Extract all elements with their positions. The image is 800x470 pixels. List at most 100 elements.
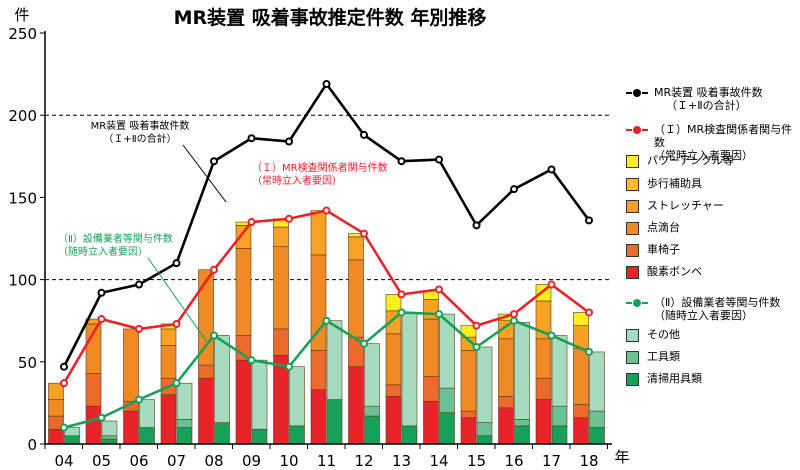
group2-bar-segment [401, 425, 418, 445]
group2-bar-segment [476, 422, 493, 437]
swatch-cleaning-tools [626, 373, 639, 386]
group1-bar-segment [535, 338, 552, 379]
legend-group1-label-2: （常時立入者要因） [654, 149, 753, 162]
group1-bar-segment [385, 333, 402, 386]
group1-bar-segment [160, 328, 177, 346]
group2-bar-segment [514, 419, 530, 427]
group2-point [285, 362, 293, 371]
legend-group2-line-icon [626, 296, 648, 310]
group1-point [585, 308, 593, 317]
legend-label-other: その他 [647, 328, 680, 341]
group2-point [97, 413, 106, 422]
group1-bar-segment [498, 407, 514, 445]
group1-point [135, 324, 143, 333]
group1-bar-segment [273, 246, 289, 330]
total-point [172, 259, 181, 268]
group2-bar-segment [251, 428, 268, 445]
group2-point [510, 316, 518, 325]
y-unit-label: 件 [14, 6, 29, 24]
group1-bar-segment [198, 377, 214, 445]
y-tick-label: 150 [8, 189, 37, 207]
group1-bar-segment [85, 373, 102, 407]
group2-point [60, 423, 68, 432]
legend-item-iv-stand: 点滴台 [626, 221, 680, 235]
group2-point [435, 310, 443, 319]
annotation-group1: （Ｉ）MR検査関係者関与件数 （常時立入者要因） [252, 161, 388, 187]
annotation-group2: （Ⅱ）設備業者等関与件数 （随時立入者要因） [58, 232, 208, 343]
annotation-group1-line2: （常時立入者要因） [252, 174, 342, 187]
x-tick-label: 12 [354, 452, 373, 470]
total-point [585, 216, 593, 225]
group1-bar-segment [235, 248, 252, 336]
group1-bar-segment [198, 364, 214, 379]
legend-item-stretcher: ストレッチャー [626, 199, 724, 213]
swatch-wheelchair [626, 244, 639, 257]
group2-point [247, 356, 256, 365]
group2-point [585, 347, 593, 356]
legend-label-stretcher: ストレッチャー [647, 199, 724, 212]
annotation-group1-line1: （Ｉ）MR検査関係者関与件数 [252, 161, 388, 174]
group1-bar-segment [498, 338, 514, 397]
group2-point [172, 379, 181, 388]
legend-group1-line-icon [626, 123, 648, 137]
group2-bar-segment [364, 405, 380, 417]
group1-bar-segment [273, 226, 289, 248]
group2-bar-segment [326, 320, 343, 400]
group2-bar-segment [326, 399, 343, 445]
y-tick-label: 200 [8, 107, 37, 125]
group1-bar-segment [48, 399, 64, 417]
group2-bar-segment [289, 366, 305, 427]
group1-bar-segment [310, 389, 327, 445]
group1-point [547, 280, 556, 289]
y-tick-label: 250 [8, 25, 37, 43]
group1-point [322, 206, 331, 215]
legend-total-label-1: MR装置 吸着事故件数 [654, 86, 763, 99]
total-point [472, 221, 481, 230]
group2-bar-segment [589, 351, 605, 412]
legend-label-iv-stand: 点滴台 [647, 221, 680, 234]
group1-bar-segment [273, 328, 289, 356]
annotation-group2-leader [147, 257, 208, 343]
legend-total-line-icon [626, 86, 648, 100]
group2-point [472, 343, 481, 352]
group1-bar-segment [48, 428, 64, 445]
group2-bar-segment [514, 322, 530, 420]
y-tick-label: 0 [27, 436, 37, 454]
group1-bar-segment [423, 376, 439, 402]
group1-bar-segment [123, 410, 139, 445]
group1-bar-segment [348, 366, 364, 445]
group2-bar-segment [439, 313, 455, 389]
legend-item-cleaning-tools: 清掃用具類 [626, 372, 702, 386]
group2-bar-segment [439, 412, 455, 445]
legend-label-walking-aid: 歩行補助具 [647, 177, 702, 190]
group2-bar-segment [439, 387, 455, 414]
group1-bar-segment [348, 236, 364, 261]
x-tick-label: 09 [242, 452, 261, 470]
group2-bar-segment [589, 410, 605, 428]
group2-bar-segment [214, 335, 230, 423]
total-point [97, 288, 106, 297]
group1-bar-segment [423, 318, 439, 377]
legend-group1: （Ｉ）MR検査関係者関与件数 （常時立入者要因） [626, 123, 800, 162]
total-point [285, 137, 293, 146]
x-tick-label: 14 [429, 452, 448, 470]
swatch-walking-aid [626, 178, 639, 191]
x-tick-label: 07 [167, 452, 186, 470]
group1-bar-segment [310, 211, 327, 256]
total-point [435, 155, 443, 164]
group1-bar-segment [423, 400, 439, 445]
group1-bar-segment [123, 328, 139, 402]
x-tick-label: 08 [204, 452, 223, 470]
group1-bar-segment [160, 345, 177, 379]
group2-bar-segment [364, 343, 380, 407]
x-tick-label: 15 [467, 452, 486, 470]
x-tick-label: 06 [129, 452, 148, 470]
x-tick-label: 05 [92, 452, 111, 470]
group2-bar-segment [139, 427, 155, 445]
group2-bar-segment [101, 435, 118, 440]
legend-label-power-ankle: パワーアンクル等 [647, 154, 734, 167]
total-point [397, 157, 406, 166]
legend-total-label-2: （Ｉ+Ⅱの合計） [666, 99, 747, 112]
group1-bar-segment [310, 349, 327, 391]
legend-group1-label-1: （Ｉ）MR検査関係者関与件数 [654, 123, 793, 149]
